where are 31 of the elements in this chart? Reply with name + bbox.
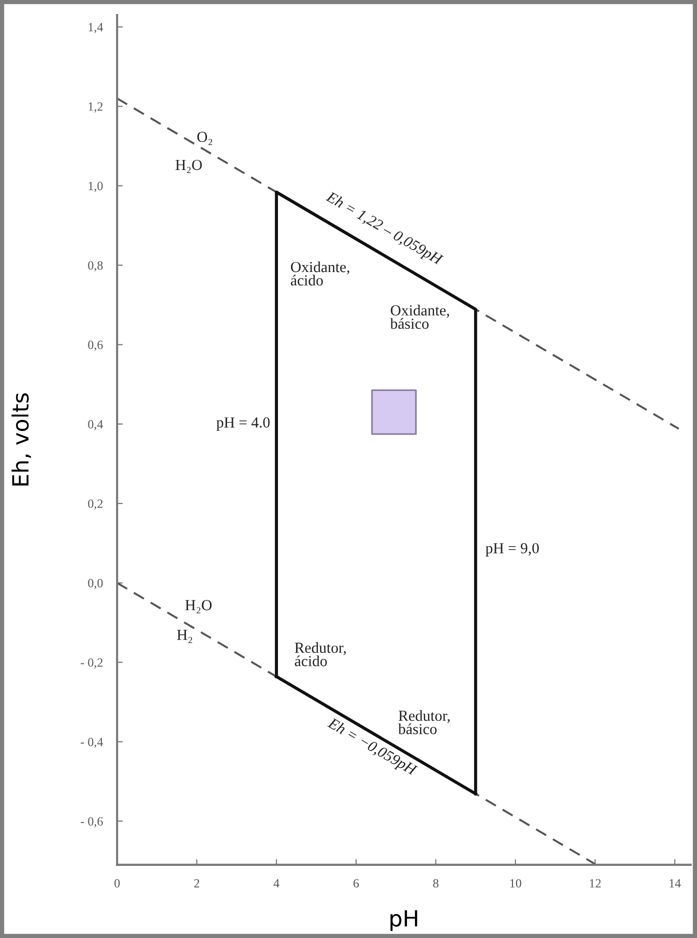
annotation: H₂O	[176, 160, 202, 174]
x-tick-label: 10	[510, 879, 522, 888]
y-tick-label: 1,0	[88, 182, 103, 192]
annotation: Oxidante, ácido	[290, 261, 350, 286]
x-axis-title: pH	[390, 910, 418, 932]
y-tick-label: 0,0	[88, 578, 103, 590]
x-tick-label: 4	[274, 879, 280, 888]
y-tick-label: 0,8	[88, 261, 103, 272]
y-tick-label: - 0,6	[80, 817, 103, 828]
y-tick-label: - 0,2	[80, 658, 103, 669]
x-tick-label: 6	[354, 879, 359, 888]
annotation: H₂	[177, 630, 192, 644]
annotation: Oxidante, básico	[390, 304, 450, 329]
y-axis-title: Eh, volts	[12, 393, 32, 486]
x-tick-label: 2	[194, 879, 200, 888]
y-tick-label: 0,6	[88, 340, 103, 351]
annotation: Redutor, ácido	[294, 642, 346, 666]
x-tick-label: 8	[433, 879, 438, 888]
y-tick-label: 0,2	[88, 499, 103, 510]
x-tick-label: 12	[590, 879, 601, 888]
annotation: H₂O	[185, 600, 212, 614]
x-tick-label: 0	[114, 879, 120, 888]
y-tick-label: - 0,4	[80, 738, 104, 748]
annotation: pH = 9,0	[486, 543, 539, 556]
y-tick-label: 0,4	[88, 420, 104, 430]
x-tick-label: 14	[670, 879, 681, 888]
annotation: pH = 4.0	[216, 417, 270, 431]
annotation: Redutor, básico	[398, 710, 450, 734]
y-tick-label: 1,2	[88, 102, 103, 113]
annotation: O₂	[197, 132, 212, 146]
y-tick-label: 1,4	[88, 23, 104, 34]
